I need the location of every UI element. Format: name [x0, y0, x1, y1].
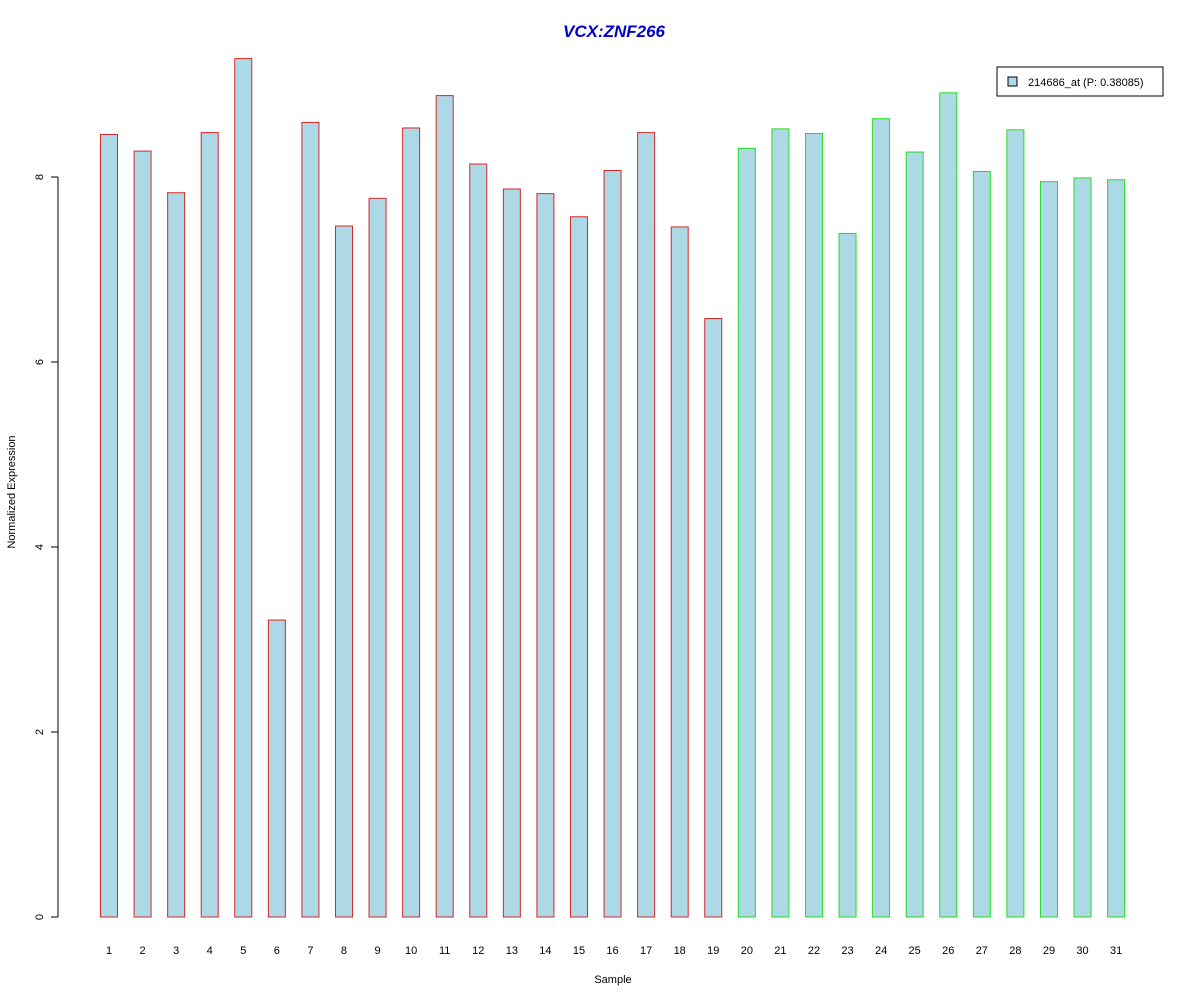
- bar-sample-24: [872, 118, 891, 918]
- y-axis: 0 2 4 6 8: [34, 174, 59, 920]
- x-tick-label: 27: [976, 945, 988, 957]
- x-axis-label: Sample: [594, 974, 631, 986]
- x-tick-label: 15: [573, 945, 585, 957]
- bar-sample-23: [838, 232, 857, 918]
- bar-sample-8: [334, 225, 353, 918]
- x-tick-label: 8: [341, 945, 347, 957]
- x-tick-label: 31: [1110, 945, 1122, 957]
- bar-sample-2: [133, 150, 152, 918]
- x-tick-label: 2: [140, 945, 146, 957]
- bar-sample-25: [905, 151, 924, 918]
- bar-sample-19: [704, 318, 723, 918]
- bar-sample-7: [301, 121, 320, 918]
- x-tick-label: 24: [875, 945, 887, 957]
- bar-sample-11: [435, 95, 454, 918]
- x-tick-label: 26: [942, 945, 954, 957]
- x-tick-labels: 1 2 3 4 5 6 7 8 9 10 11 12 13 14 15 16 17 18 19 20 21 22 23 24 2…: [106, 945, 1122, 957]
- bar-sample-13: [502, 188, 521, 918]
- bar-sample-4: [200, 132, 219, 918]
- bar-sample-16: [603, 170, 622, 918]
- x-tick-label: 23: [841, 945, 853, 957]
- y-tick-label: 0: [34, 914, 46, 920]
- bar-sample-17: [637, 132, 656, 918]
- y-tick-label: 4: [34, 544, 46, 550]
- chart-title: VCX:ZNF266: [563, 22, 666, 41]
- x-tick-label: 3: [173, 945, 179, 957]
- y-axis-label: Normalized Expression: [6, 435, 18, 548]
- bar-sample-21: [771, 128, 790, 918]
- bar-sample-18: [670, 226, 689, 918]
- x-tick-label: 18: [674, 945, 686, 957]
- x-tick-label: 25: [909, 945, 921, 957]
- bar-sample-12: [469, 163, 488, 918]
- x-tick-label: 16: [606, 945, 618, 957]
- y-tick-label: 6: [34, 359, 46, 365]
- x-tick-label: 12: [472, 945, 484, 957]
- x-tick-label: 10: [405, 945, 417, 957]
- legend-label: 214686_at (P: 0.38085): [1028, 77, 1144, 89]
- x-tick-label: 30: [1076, 945, 1088, 957]
- legend-box: [996, 66, 1164, 97]
- x-tick-label: 17: [640, 945, 652, 957]
- bar-sample-22: [804, 133, 823, 918]
- x-tick-label: 19: [707, 945, 719, 957]
- y-tick-label: 8: [34, 174, 46, 180]
- x-tick-label: 9: [374, 945, 380, 957]
- x-tick-label: 1: [106, 945, 112, 957]
- x-tick-label: 11: [439, 945, 450, 957]
- x-tick-label: 29: [1043, 945, 1055, 957]
- legend: 214686_at (P: 0.38085): [996, 66, 1164, 97]
- x-tick-label: 14: [539, 945, 551, 957]
- bar-sample-3: [167, 192, 186, 918]
- bar-sample-30: [1073, 177, 1092, 918]
- bar-sample-27: [972, 170, 991, 918]
- x-tick-label: 28: [1009, 945, 1021, 957]
- bar-sample-31: [1107, 179, 1126, 918]
- x-tick-label: 7: [307, 945, 313, 957]
- bar-sample-9: [368, 197, 387, 918]
- x-tick-label: 5: [240, 945, 246, 957]
- legend-swatch: [1007, 76, 1018, 87]
- x-tick-label: 20: [741, 945, 753, 957]
- x-tick-label: 4: [207, 945, 213, 957]
- bar-sample-29: [1039, 181, 1058, 918]
- bar-sample-5: [234, 58, 253, 918]
- bar-sample-1: [100, 133, 118, 918]
- bar-sample-28: [1006, 129, 1025, 918]
- x-tick-label: 6: [274, 945, 280, 957]
- y-tick-label: 2: [34, 729, 46, 735]
- x-tick-label: 21: [774, 945, 786, 957]
- bar-sample-10: [402, 127, 421, 918]
- bar-sample-14: [536, 193, 555, 918]
- bar-sample-26: [939, 92, 958, 918]
- bars-group: [100, 58, 1126, 918]
- x-tick-label: 13: [506, 945, 518, 957]
- x-tick-label: 22: [808, 945, 820, 957]
- bar-sample-20: [737, 147, 756, 918]
- bar-sample-15: [569, 216, 588, 918]
- bar-sample-6: [267, 619, 286, 918]
